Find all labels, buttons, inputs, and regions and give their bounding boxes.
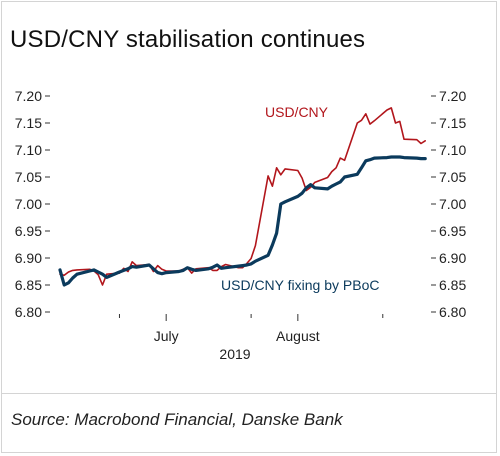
y-tick-label-right: 6.95 xyxy=(439,223,466,239)
y-tick-label-left: 6.95 xyxy=(15,223,42,239)
y-tick-label-left: 6.80 xyxy=(15,304,42,320)
y-tick-label-right: 6.80 xyxy=(439,304,466,320)
y-tick-label-right: 7.20 xyxy=(439,88,466,104)
y-tick-label-left: 6.85 xyxy=(15,277,42,293)
y-tick-label-left: 7.15 xyxy=(15,115,42,131)
source-note: Source: Macrobond Financial, Danske Bank xyxy=(11,410,343,429)
series-label-usdcny: USD/CNY xyxy=(265,104,329,120)
y-tick-label-right: 6.85 xyxy=(439,277,466,293)
y-tick-label-left: 6.90 xyxy=(15,250,42,266)
y-tick-label-left: 7.20 xyxy=(15,88,42,104)
series-line-usdcny xyxy=(59,107,426,286)
y-tick-label-right: 6.90 xyxy=(439,250,466,266)
x-tick-label: August xyxy=(276,328,320,344)
y-tick-label-left: 7.10 xyxy=(15,142,42,158)
y-tick-label-left: 7.05 xyxy=(15,169,42,185)
y-tick-label-right: 7.10 xyxy=(439,142,466,158)
y-tick-label-right: 7.00 xyxy=(439,196,466,212)
y-tick-label-right: 7.15 xyxy=(439,115,466,131)
x-axis-year-label: 2019 xyxy=(219,346,250,362)
source-divider xyxy=(1,393,497,394)
y-tick-label-left: 7.00 xyxy=(15,196,42,212)
plot-area: 7.20 7.20 7.15 7.15 7.10 7.10 7.05 7.05 7.00 7.00… xyxy=(15,88,467,362)
series-label-fixing: USD/CNY fixing by PBoC xyxy=(221,277,379,293)
series-line-fixing xyxy=(58,155,427,287)
y-tick-label-right: 7.05 xyxy=(439,169,466,185)
chart-title: USD/CNY stabilisation continues xyxy=(10,26,366,53)
x-tick-label: July xyxy=(154,328,179,344)
